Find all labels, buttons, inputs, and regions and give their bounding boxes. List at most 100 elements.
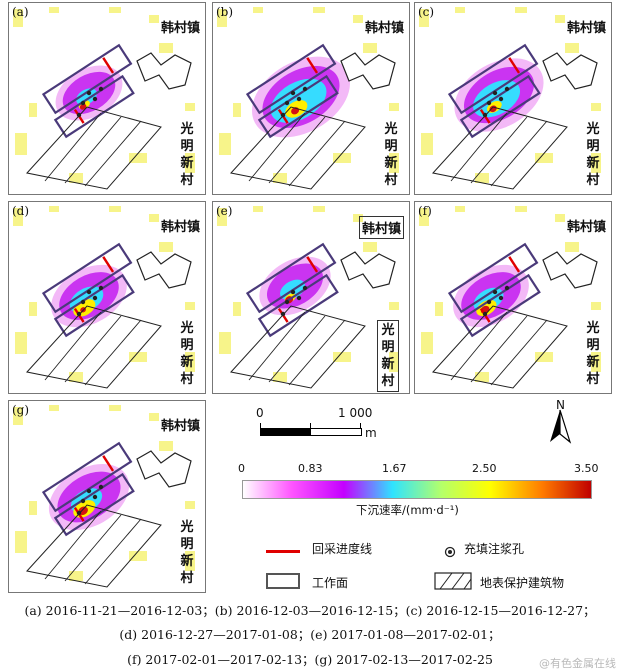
working-face	[41, 242, 133, 314]
building-patch	[475, 173, 489, 183]
map-panel-a: (a) 韩村镇 光明新村	[8, 2, 206, 195]
building-patch	[389, 103, 399, 111]
legend: 回采进度线 充填注浆孔 工作面 地表保护建筑物	[262, 536, 612, 596]
colorbar: 0 0.83 1.67 2.50 3.50 下沉速率/(mm·d⁻¹)	[232, 460, 612, 520]
north-label: N	[556, 398, 565, 412]
grout-hole-icon	[444, 546, 456, 558]
scale-unit: m	[365, 426, 377, 440]
village-label: 光明新村	[384, 122, 398, 188]
building-patch	[233, 302, 241, 316]
map-panel-d: (d) 韩村镇 光明新村	[8, 201, 206, 394]
building-patch	[149, 15, 159, 23]
panel-label: (a)	[12, 5, 29, 19]
grout-hole	[98, 86, 104, 92]
grout-hole	[504, 86, 510, 92]
town-outline	[542, 52, 598, 90]
legend-working-face: 工作面	[312, 576, 349, 590]
subsidence-map-f	[419, 206, 601, 389]
panel-label: (b)	[216, 5, 234, 19]
building-patch	[565, 43, 579, 53]
building-patch	[13, 9, 23, 27]
town-label: 韩村镇	[160, 419, 200, 434]
panel-label: (e)	[216, 204, 233, 218]
village-label: 光明新村	[180, 520, 194, 586]
town-label: 韩村镇	[160, 21, 200, 36]
building-patch	[159, 43, 173, 53]
building-patch	[353, 15, 363, 23]
subsidence-map-a	[13, 7, 195, 190]
building-patch	[591, 302, 601, 310]
grout-hole	[296, 295, 302, 301]
caption-line-1: (a) 2016-11-21—2016-12-03；(b) 2016-12-03…	[24, 603, 596, 618]
village-label: 光明新村	[586, 321, 600, 387]
protected-hatch	[44, 510, 102, 580]
subsidence-map-g	[13, 405, 195, 588]
building-patch	[29, 103, 37, 117]
north-arrow-icon	[550, 409, 572, 444]
grout-hole	[492, 90, 498, 96]
protected-hatch	[248, 311, 306, 381]
town-label: 韩村镇	[358, 216, 404, 239]
grout-hole	[498, 96, 504, 102]
village-label: 光明新村	[180, 122, 194, 188]
scale-end: 1 000	[338, 406, 373, 420]
protected-outline	[26, 504, 162, 588]
scale-tick-mid	[310, 423, 311, 429]
working-face	[447, 43, 539, 115]
protected-hatch	[288, 120, 346, 187]
building-patch	[49, 7, 59, 13]
building-patch	[219, 133, 231, 155]
building-patch	[313, 7, 325, 13]
building-patch	[29, 302, 37, 316]
grout-hole	[92, 96, 98, 102]
caption-line-2: (d) 2016-12-27—2017-01-08；(e) 2017-01-08…	[119, 627, 501, 642]
subsidence-map-c	[419, 7, 601, 190]
protected-hatch	[84, 319, 142, 386]
protected-building-area	[230, 106, 366, 190]
colorbar-tick: 3.50	[574, 462, 599, 475]
protected-hatch	[44, 311, 102, 381]
mining-line	[306, 256, 319, 273]
grout-hole	[290, 90, 296, 96]
building-patch	[217, 208, 227, 226]
building-patch	[273, 372, 287, 382]
building-patch	[69, 571, 83, 581]
grout-hole	[492, 289, 498, 295]
town-outline	[340, 52, 396, 90]
scale-tick-right	[360, 423, 361, 429]
building-patch	[333, 352, 351, 362]
building-patch	[455, 206, 465, 212]
protected-outline	[230, 305, 366, 389]
building-patch	[535, 153, 553, 163]
building-patch	[435, 302, 443, 316]
building-patch	[233, 103, 241, 117]
building-patch	[591, 103, 601, 111]
village-label: 光明新村	[180, 321, 194, 387]
town-outline	[136, 450, 192, 488]
scale-start: 0	[256, 406, 264, 420]
protected-hatch	[470, 315, 528, 383]
town-outline	[136, 251, 192, 289]
building-patch	[69, 173, 83, 183]
protected-outline	[230, 106, 366, 190]
building-patch	[129, 352, 147, 362]
building-patch	[421, 332, 433, 354]
building-patch	[389, 302, 399, 310]
town-label: 韩村镇	[160, 220, 200, 235]
building-patch	[185, 103, 195, 111]
colorbar-tick: 1.67	[382, 462, 407, 475]
map-panel-b: (b) 韩村镇 光明新村	[212, 2, 410, 195]
subsidence-map-d	[13, 206, 195, 389]
protected-hatch	[84, 120, 142, 187]
building-patch	[435, 103, 443, 117]
building-patch	[15, 531, 27, 553]
building-patch	[313, 206, 325, 212]
town-outline	[136, 52, 192, 90]
building-patch	[129, 551, 147, 561]
mining-line	[508, 256, 521, 273]
scale-bar-black	[261, 429, 311, 435]
protected-building-area	[26, 106, 162, 190]
panel-label: (g)	[12, 403, 30, 417]
building-patch	[419, 208, 429, 226]
subsidence-blob	[259, 256, 331, 316]
